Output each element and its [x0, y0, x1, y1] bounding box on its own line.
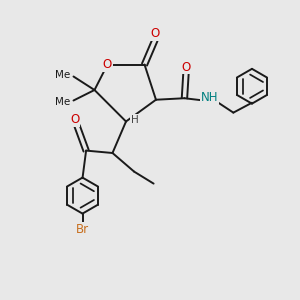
- Text: O: O: [181, 61, 190, 74]
- Text: Me: Me: [56, 70, 70, 80]
- Text: Me: Me: [56, 97, 70, 107]
- Text: O: O: [150, 27, 160, 40]
- Text: Br: Br: [76, 223, 89, 236]
- Text: N: N: [203, 92, 212, 105]
- Text: H: H: [130, 115, 138, 125]
- Text: H: H: [206, 92, 215, 105]
- Text: O: O: [103, 58, 112, 71]
- Text: NH: NH: [201, 91, 218, 104]
- Text: O: O: [70, 113, 79, 126]
